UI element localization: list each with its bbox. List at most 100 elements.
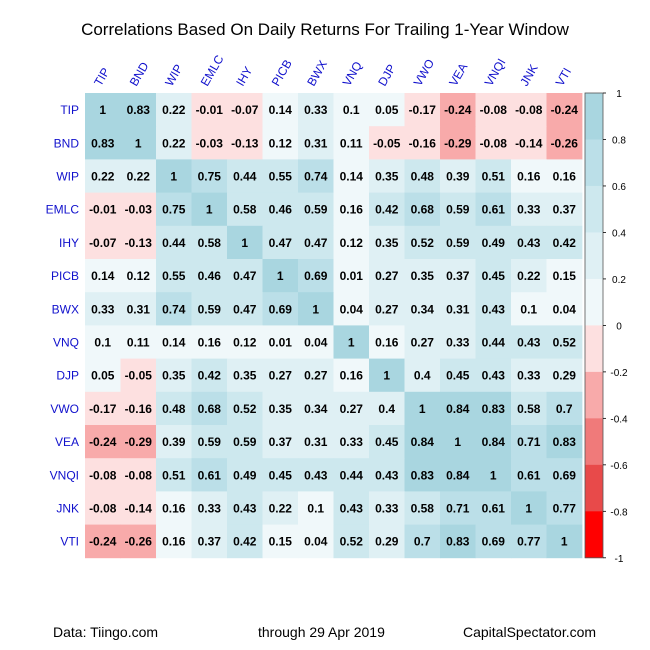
- heatmap-cell: [298, 524, 334, 559]
- colorbar-segment: [585, 139, 603, 187]
- cell-value-label: 0.61: [482, 203, 506, 217]
- cell-value-label: -0.08: [480, 103, 508, 117]
- heatmap-cell: [120, 192, 157, 227]
- heatmap-cell: [156, 491, 192, 525]
- heatmap-cell: [191, 425, 228, 459]
- heatmap-cell: [546, 325, 583, 359]
- cell-value-label: 0.58: [517, 402, 541, 416]
- column-label: TIP: [91, 65, 112, 88]
- cell-value-label: 1: [170, 170, 177, 184]
- cell-value-label: 0.69: [482, 535, 506, 549]
- cell-value-label: 0.33: [375, 502, 399, 516]
- cell-value-label: 0.39: [446, 170, 470, 184]
- column-label: VNQ: [340, 59, 365, 89]
- heatmap-cell: [369, 325, 405, 359]
- heatmap-cell: [298, 458, 334, 492]
- cell-value-label: 1: [490, 468, 497, 482]
- heatmap-cell: [369, 491, 405, 525]
- row-label: EMLC: [46, 203, 80, 217]
- heatmap-cell: [333, 292, 370, 326]
- heatmap-cell: [404, 358, 441, 393]
- row-label: DJP: [56, 369, 79, 383]
- cell-value-label: 0.27: [340, 402, 364, 416]
- cell-value-label: 0.04: [340, 302, 364, 316]
- heatmap-cell: [85, 358, 121, 393]
- heatmap-cell: [298, 126, 334, 160]
- heatmap-cell: [475, 159, 512, 193]
- cell-value-label: 0.15: [269, 535, 293, 549]
- heatmap-cell: [298, 259, 334, 293]
- heatmap-cell: [227, 126, 263, 160]
- heatmap-cell: [546, 159, 583, 193]
- cell-value-label: 0.16: [162, 502, 186, 516]
- cell-value-label: -0.08: [515, 103, 543, 117]
- heatmap-cell: [120, 458, 157, 492]
- heatmap-cell: [475, 93, 512, 127]
- cell-value-label: 0.31: [304, 435, 328, 449]
- cell-value-label: -0.14: [125, 502, 153, 516]
- cell-value-label: 0.84: [411, 435, 435, 449]
- heatmap-cell: [191, 458, 228, 492]
- cell-value-label: 1: [348, 336, 355, 350]
- cell-value-label: 0.4: [378, 402, 395, 416]
- heatmap-cell: [227, 491, 263, 525]
- heatmap-cell: [262, 292, 299, 326]
- heatmap-cell: [120, 259, 157, 293]
- cell-value-label: 0.43: [375, 468, 399, 482]
- column-label: VWO: [411, 57, 437, 89]
- cell-value-label: 0.04: [304, 535, 328, 549]
- cell-value-label: 0.34: [411, 302, 435, 316]
- cell-value-label: 0.33: [91, 302, 115, 316]
- cell-value-label: -0.24: [89, 535, 117, 549]
- row-label: WIP: [56, 170, 79, 184]
- colorbar-tick-label: 0: [616, 321, 622, 332]
- heatmap-cell: [369, 159, 405, 193]
- cell-value-label: 0.71: [517, 435, 541, 449]
- cell-value-label: 0.16: [517, 170, 541, 184]
- cell-value-label: 0.44: [482, 336, 506, 350]
- heatmap-cell: [227, 358, 263, 393]
- heatmap-cell: [156, 225, 192, 260]
- colorbar-segment: [585, 93, 603, 140]
- heatmap-cell: [546, 126, 583, 160]
- cell-value-label: 0.31: [127, 302, 151, 316]
- heatmap-cell: [440, 458, 476, 492]
- cell-value-label: -0.13: [231, 136, 259, 150]
- cell-value-label: 1: [206, 203, 213, 217]
- cell-value-label: -0.03: [125, 203, 153, 217]
- heatmap-cell: [262, 159, 299, 193]
- heatmap-cell: [227, 524, 263, 559]
- cell-value-label: 0.43: [233, 502, 257, 516]
- cell-value-label: 0.1: [94, 336, 111, 350]
- cell-value-label: 0.42: [198, 369, 222, 383]
- heatmap-cell: [369, 391, 405, 426]
- cell-value-label: 0.27: [304, 369, 328, 383]
- heatmap-cell: [156, 259, 192, 293]
- cell-value-label: 0.42: [233, 535, 257, 549]
- cell-value-label: -0.08: [89, 502, 117, 516]
- cell-value-label: 0.14: [162, 336, 186, 350]
- column-label: JNK: [517, 62, 540, 89]
- column-label: VTI: [553, 65, 574, 88]
- cell-value-label: -0.08: [125, 468, 153, 482]
- column-label: IHY: [233, 64, 255, 88]
- cell-value-label: 0.35: [269, 402, 293, 416]
- heatmap-cell: [546, 491, 583, 525]
- heatmap-cell: [546, 192, 583, 227]
- heatmap-cell: [333, 325, 370, 359]
- colorbar-segment: [585, 371, 603, 419]
- cell-value-label: 0.83: [446, 535, 470, 549]
- heatmap-cell: [262, 126, 299, 160]
- cell-value-label: 0.71: [446, 502, 470, 516]
- heatmap-cell: [511, 126, 547, 160]
- heatmap-cell: [298, 192, 334, 227]
- heatmap-cell: [262, 325, 299, 359]
- cell-value-label: -0.17: [89, 402, 117, 416]
- cell-value-label: 0.43: [340, 502, 364, 516]
- heatmap-cell: [298, 225, 334, 260]
- cell-value-label: 0.22: [162, 136, 186, 150]
- heatmap-cell: [191, 292, 228, 326]
- heatmap-cell: [262, 425, 299, 459]
- cell-value-label: 0.04: [553, 302, 577, 316]
- heatmap-cell: [511, 225, 547, 260]
